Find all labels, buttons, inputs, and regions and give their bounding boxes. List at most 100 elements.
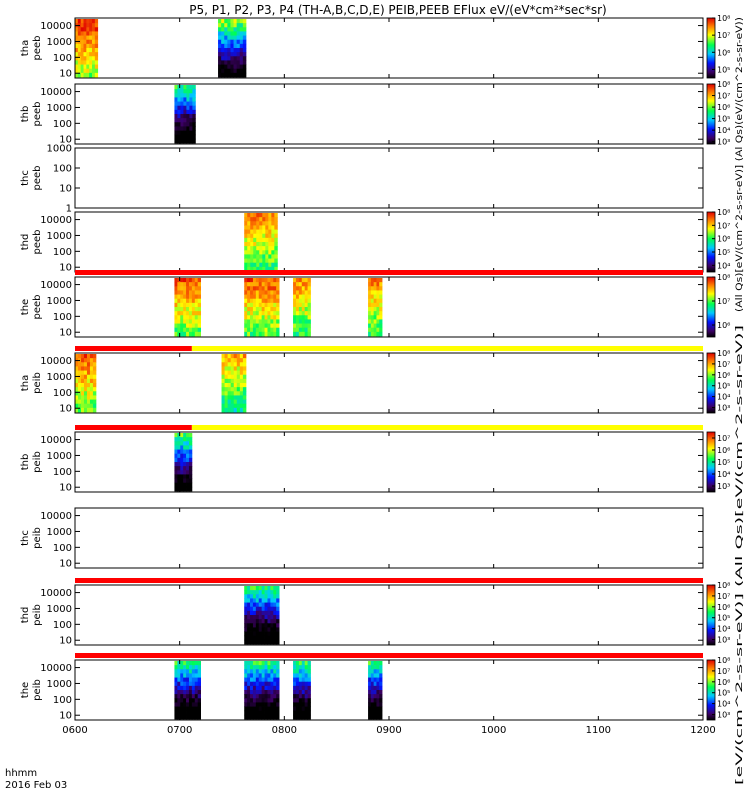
spectrogram-cell xyxy=(267,282,271,287)
spectrogram-cell xyxy=(304,665,308,670)
spectrogram-cell xyxy=(252,586,257,591)
spectrogram-cell xyxy=(174,673,178,678)
spectrogram-cell xyxy=(247,681,251,687)
spectrogram-cell xyxy=(295,694,300,699)
spectrogram-cell xyxy=(183,294,187,300)
spectrogram-cell xyxy=(259,258,263,264)
spectrogram-cell xyxy=(270,327,274,333)
spectrogram-cell xyxy=(80,387,85,392)
spectrogram-cell xyxy=(77,52,82,57)
spectrogram-cell xyxy=(252,606,257,612)
spectrogram-cell xyxy=(267,710,271,716)
spectrogram-cell xyxy=(224,383,229,388)
spectrogram-cell xyxy=(295,661,300,666)
spectrogram-cell xyxy=(77,370,82,376)
spectrogram-cell xyxy=(80,35,84,41)
spectrogram-cell xyxy=(244,586,248,591)
spectrogram-cell xyxy=(252,311,257,316)
spectrogram-cell xyxy=(250,706,254,712)
spectrogram-cell xyxy=(262,221,266,226)
spectrogram-cell xyxy=(255,278,260,283)
spectrogram-cell xyxy=(83,354,88,359)
spectrogram-cell xyxy=(368,302,372,308)
spectrogram-cell xyxy=(247,627,251,632)
spectrogram-cell xyxy=(270,586,274,591)
spectrogram-cell xyxy=(183,690,187,695)
spectrogram-cell xyxy=(264,639,268,645)
colorbar-tick-label: 10⁴ xyxy=(717,470,730,479)
spectrogram-cell xyxy=(376,665,380,670)
spectrogram-cell xyxy=(180,93,184,98)
spectrogram-block xyxy=(368,661,383,720)
spectrogram-cell xyxy=(186,714,190,720)
spectrogram-cell xyxy=(273,586,277,591)
spectrogram-cell xyxy=(370,290,375,295)
spectrogram-cell xyxy=(180,690,184,695)
spectrogram-cell xyxy=(177,290,181,295)
y-tick-label: 1000 xyxy=(47,103,72,114)
panel-frame xyxy=(74,431,704,493)
spectrogram-cell xyxy=(262,242,266,247)
spectrogram-cell xyxy=(177,661,181,666)
spectrogram-cell xyxy=(295,714,300,720)
spectrogram-cell xyxy=(221,395,225,400)
colorbar-tick-label: 10⁸ xyxy=(717,208,730,217)
spectrogram-cell xyxy=(270,278,274,283)
spectrogram-cell xyxy=(376,681,380,687)
spectrogram-cell xyxy=(177,462,181,467)
spectrogram-cell xyxy=(233,362,238,367)
spectrogram-cell xyxy=(259,237,263,243)
spectrogram-cell xyxy=(189,122,193,127)
peeb-colorbar-label: (All Qs)[eV/(cm^2-s-sr-eV)] (Al Qs)(eV/(… xyxy=(735,17,745,312)
spectrogram-cell xyxy=(270,669,274,674)
spectrogram-cell xyxy=(194,706,199,712)
spectrogram-cell xyxy=(194,311,199,316)
spectrogram-block xyxy=(221,354,247,413)
spectrogram-cell xyxy=(77,395,82,400)
spectrogram-cell xyxy=(247,685,251,691)
spectrogram-cell xyxy=(295,331,300,337)
spectrogram-cell xyxy=(293,290,297,295)
spectrogram-cell xyxy=(250,242,254,247)
spectrogram-cell xyxy=(244,282,248,287)
spectrogram-cell xyxy=(298,315,303,320)
spectrogram-cell xyxy=(174,101,178,107)
y-axis-label: peib xyxy=(32,372,43,394)
spectrogram-cell xyxy=(186,319,190,324)
spectrogram-cell xyxy=(250,237,254,243)
spectrogram-cell xyxy=(258,639,263,645)
spectrogram-cell xyxy=(301,681,306,687)
spectrogram-cell xyxy=(183,482,187,488)
spectrogram-cell xyxy=(244,702,248,707)
spectrogram-cell xyxy=(177,126,181,131)
spectrogram-cell xyxy=(370,661,375,666)
spectrogram-cell xyxy=(247,286,251,291)
spectrogram-cell xyxy=(247,669,251,674)
spectrogram-cell xyxy=(253,262,257,268)
spectrogram-cell xyxy=(301,710,306,716)
spectrogram-cell xyxy=(191,714,196,720)
spectrogram-cell xyxy=(177,466,181,471)
spectrogram-cell xyxy=(252,635,257,641)
spectrogram-cell xyxy=(224,358,229,363)
spectrogram-cell xyxy=(183,114,187,119)
spectrogram-cell xyxy=(250,610,254,616)
spectrogram-cell xyxy=(304,315,308,320)
spectrogram-cell xyxy=(295,706,300,712)
spectrogram-cell xyxy=(224,362,229,367)
spectrogram-cell xyxy=(379,665,383,670)
spectrogram-cell xyxy=(250,286,254,291)
spectrogram-cell xyxy=(298,681,303,687)
spectrogram-cell xyxy=(259,217,263,222)
spectrogram-cell xyxy=(252,702,257,707)
spectrogram-cell xyxy=(233,403,238,409)
spectrogram-cell xyxy=(267,665,271,670)
spectrogram-cell xyxy=(255,598,260,603)
spectrogram-cell xyxy=(301,302,306,308)
spectrogram-cell xyxy=(86,48,90,53)
spectrogram-cell xyxy=(183,89,187,94)
colorbar xyxy=(706,584,716,646)
spectrogram-cell xyxy=(227,31,231,36)
